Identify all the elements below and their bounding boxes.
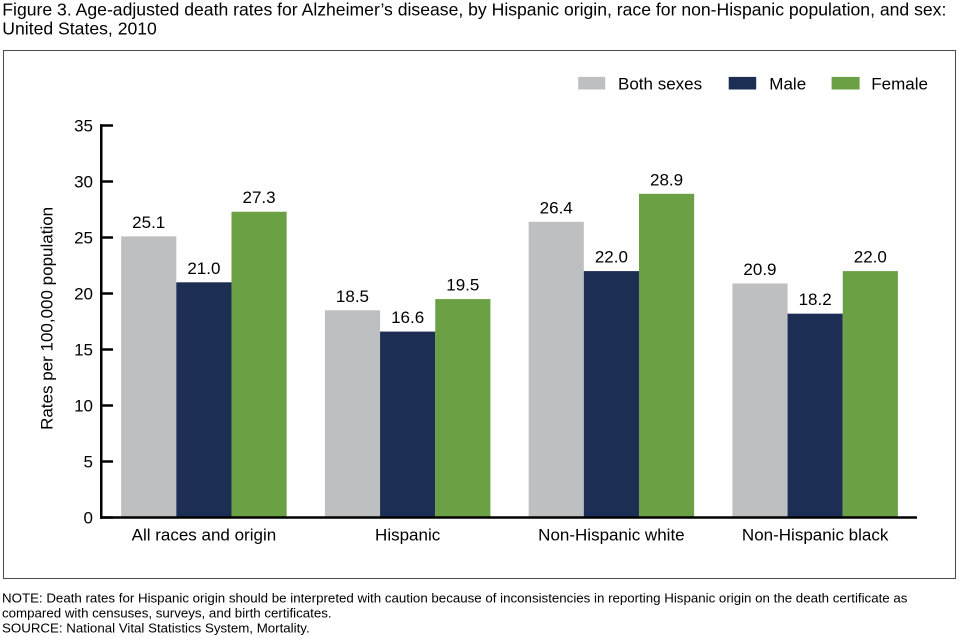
svg-text:27.3: 27.3 [243,188,276,207]
svg-text:15: 15 [74,341,93,360]
svg-text:25.1: 25.1 [132,213,165,232]
svg-text:26.4: 26.4 [540,198,573,217]
svg-text:22.0: 22.0 [595,248,628,267]
svg-text:compared with censuses, survey: compared with censuses, surveys, and bir… [2,606,332,621]
svg-text:SOURCE: National Vital Statist: SOURCE: National Vital Statistics System… [2,621,310,636]
svg-text:Non-Hispanic black: Non-Hispanic black [742,525,889,544]
svg-text:20: 20 [74,285,93,304]
svg-text:25: 25 [74,229,93,248]
svg-text:Hispanic: Hispanic [375,525,441,544]
svg-text:10: 10 [74,397,93,416]
svg-text:22.0: 22.0 [854,248,887,267]
svg-text:Rates per 100,000 population: Rates per 100,000 population [37,207,56,430]
svg-text:Figure 3. Age-adjusted death r: Figure 3. Age-adjusted death rates for A… [2,0,946,20]
svg-text:Male: Male [769,74,806,93]
svg-text:20.9: 20.9 [743,260,776,279]
svg-text:Non-Hispanic white: Non-Hispanic white [538,525,684,544]
svg-text:16.6: 16.6 [391,308,424,327]
svg-text:21.0: 21.0 [187,259,220,278]
svg-text:35: 35 [74,117,93,136]
svg-text:18.5: 18.5 [336,287,369,306]
svg-text:28.9: 28.9 [650,170,683,189]
svg-text:Female: Female [871,74,928,93]
svg-text:30: 30 [74,173,93,192]
svg-text:Both sexes: Both sexes [618,74,702,93]
svg-text:All races and origin: All races and origin [132,525,277,544]
svg-text:18.2: 18.2 [799,290,832,309]
svg-text:NOTE: Death rates for Hispanic: NOTE: Death rates for Hispanic origin sh… [2,591,908,606]
svg-text:United States, 2010: United States, 2010 [2,19,157,39]
svg-text:5: 5 [84,453,93,472]
svg-text:0: 0 [84,509,93,528]
svg-text:19.5: 19.5 [446,276,479,295]
